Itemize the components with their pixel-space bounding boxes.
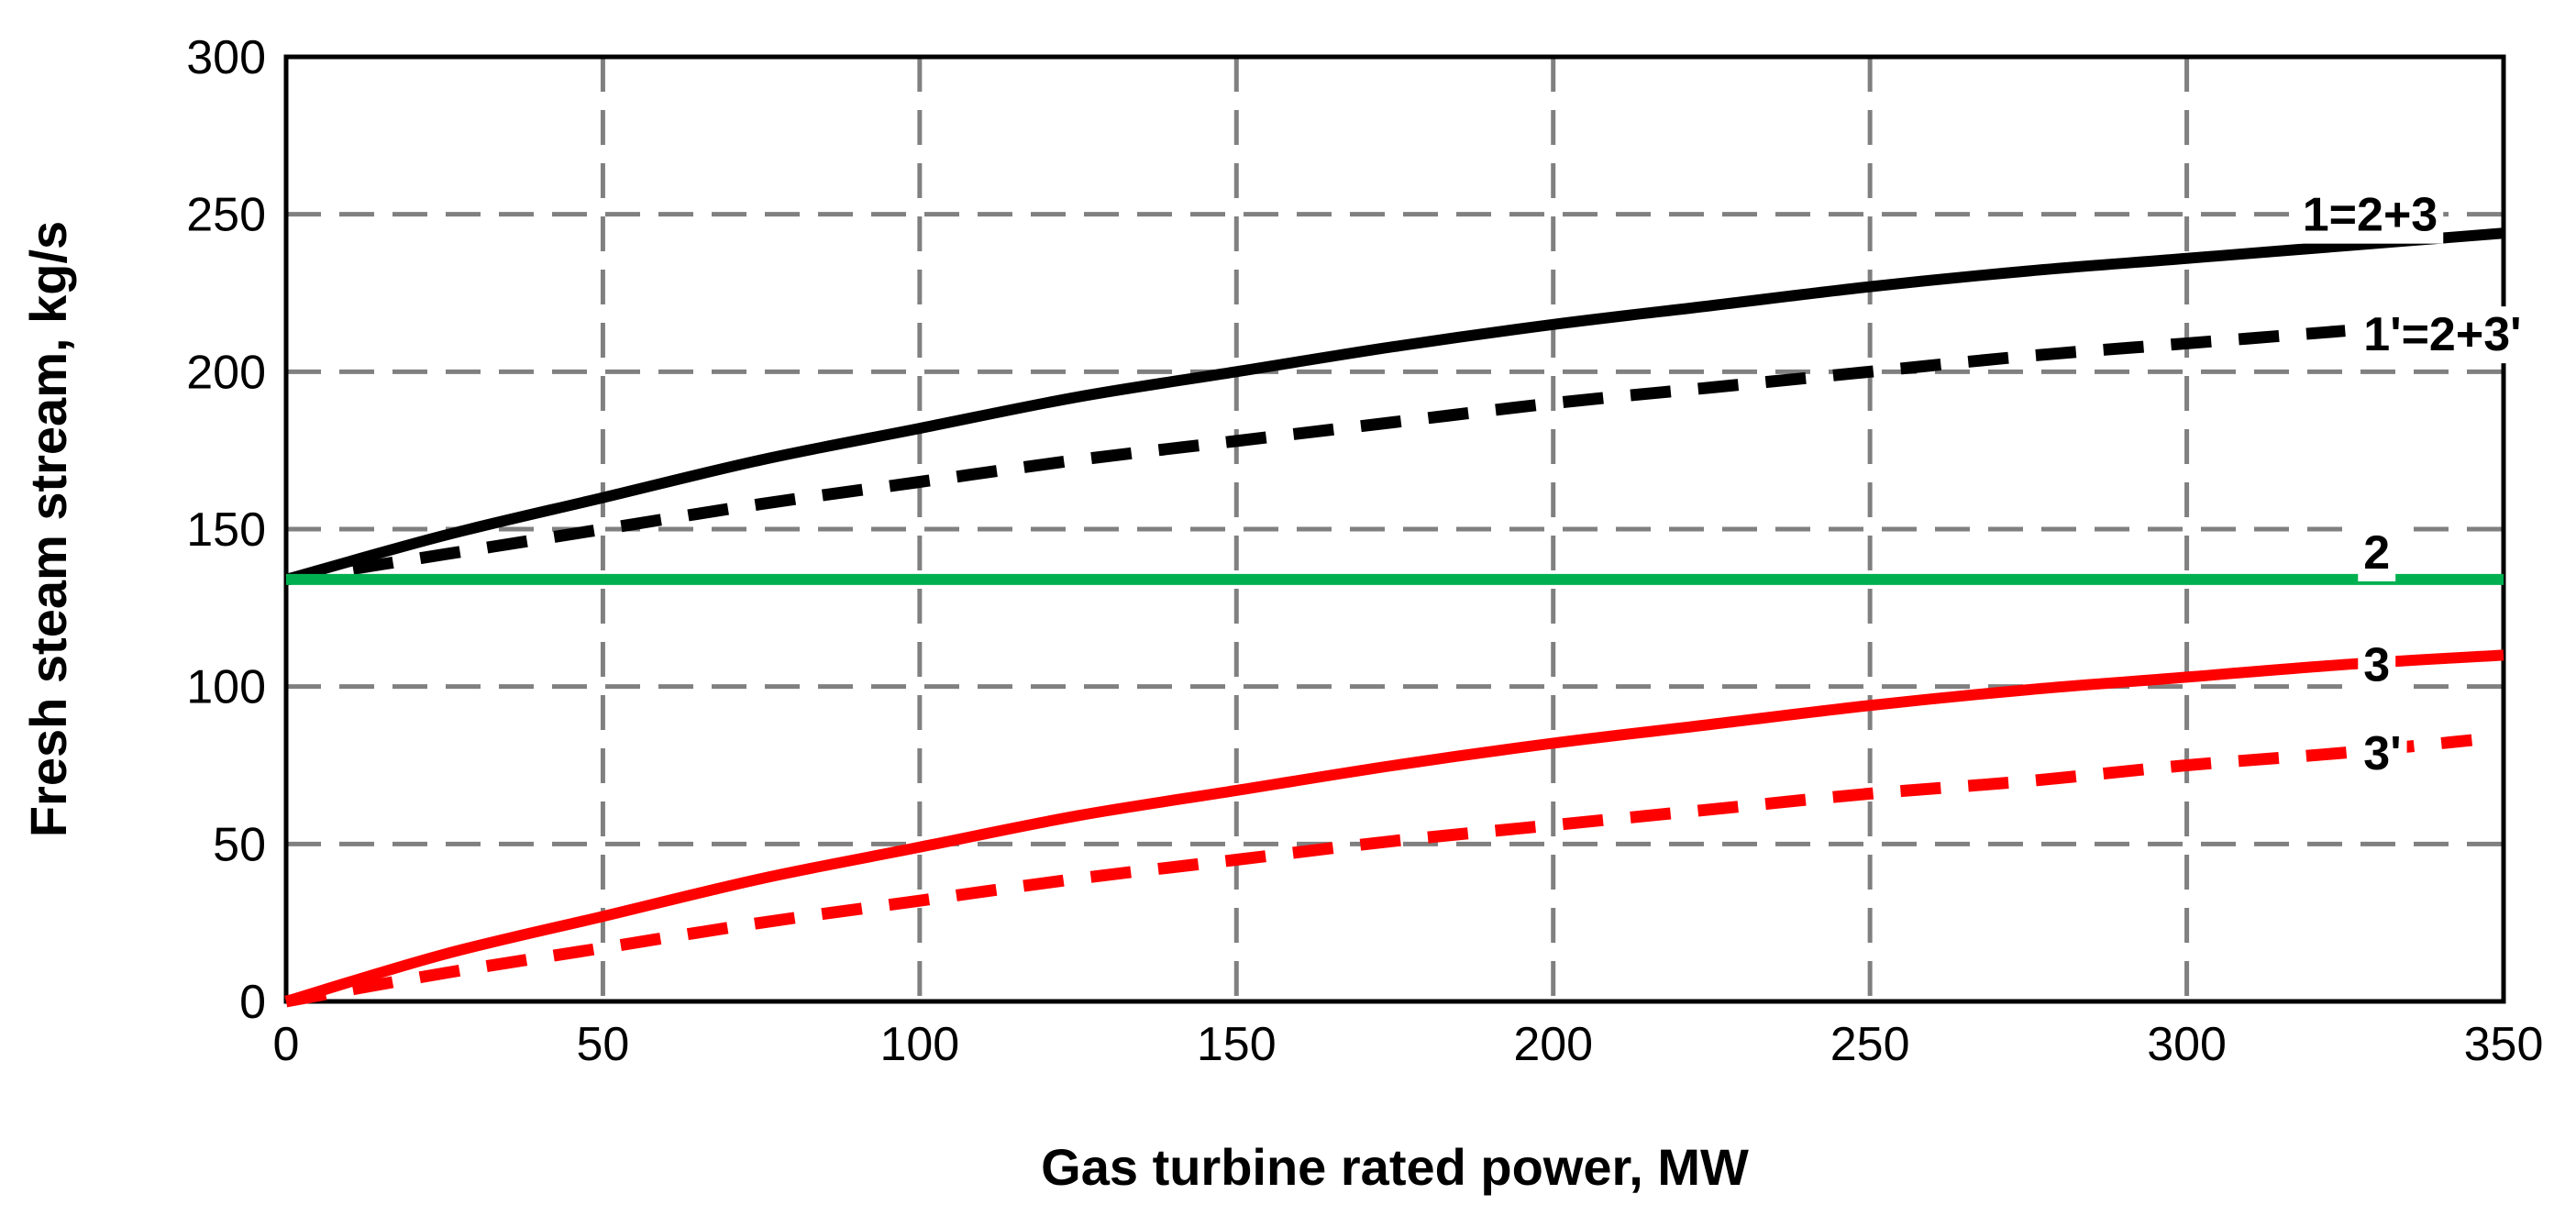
y-tick-label: 300: [186, 31, 266, 84]
x-tick-label: 100: [879, 1018, 959, 1071]
x-tick-label: 50: [577, 1018, 630, 1071]
series-3prime-line: [284, 734, 2473, 1008]
series-labels: 1=2+3 1'=2+3' 2 3 3': [2296, 186, 2527, 782]
grid: [286, 57, 2504, 1001]
x-axis-title: Gas turbine rated power, MW: [1041, 1138, 1749, 1196]
y-tick-label: 0: [239, 976, 266, 1029]
series-1prime-total-label-bg: [2358, 306, 2527, 364]
y-axis-ticks: 0 50 100 150 200 250 300: [186, 31, 266, 1029]
series-1prime-total-line: [284, 325, 2346, 586]
series-group: [284, 227, 2504, 1008]
x-axis-ticks: 0 50 100 150 200 250 300 350: [273, 1018, 2544, 1071]
x-tick-label: 200: [1513, 1018, 1593, 1071]
series-1-total-label: 1=2+3: [2303, 189, 2438, 242]
series-3-label-bg: [2358, 636, 2396, 694]
series-1-total-label-bg: [2296, 186, 2444, 244]
x-tick-label: 350: [2464, 1018, 2544, 1071]
x-tick-label: 300: [2147, 1018, 2227, 1071]
series-3-line: [284, 649, 2504, 1007]
series-3prime-label-bg: [2358, 724, 2407, 782]
x-tick-label: 250: [1830, 1018, 1910, 1071]
x-tick-label: 150: [1197, 1018, 1277, 1071]
series-3prime-label: 3': [2363, 727, 2401, 780]
y-tick-label: 100: [186, 661, 266, 714]
x-tick-label: 0: [273, 1018, 300, 1071]
y-tick-label: 250: [186, 189, 266, 242]
series-2-label-bg: [2358, 524, 2396, 581]
plot-area-frame: [283, 54, 2506, 1004]
series-3-label: 3: [2363, 639, 2390, 692]
y-tick-label: 150: [186, 503, 266, 557]
y-tick-label: 200: [186, 346, 266, 399]
series-1prime-total-label: 1'=2+3': [2363, 308, 2521, 361]
series-1-total-line: [284, 227, 2504, 585]
series-2-label: 2: [2363, 526, 2390, 580]
y-tick-label: 50: [213, 818, 266, 871]
y-axis-title: Fresh steam stream, kg/s: [19, 221, 77, 837]
